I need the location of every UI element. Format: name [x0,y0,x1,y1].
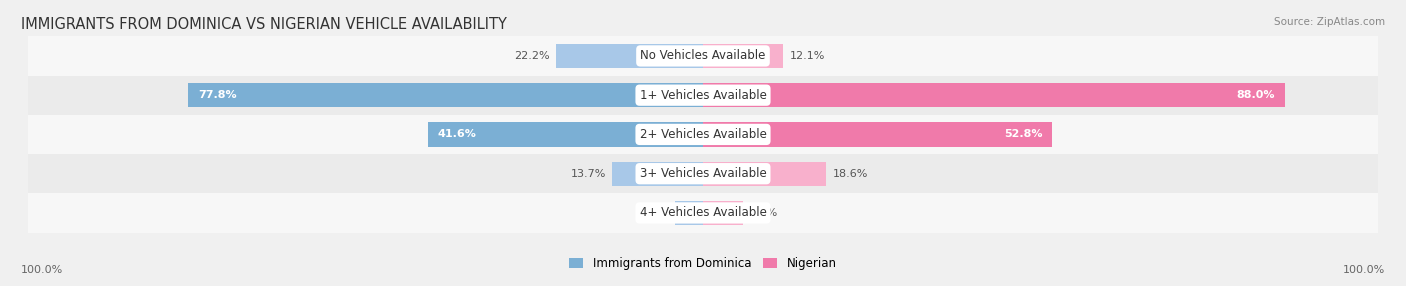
Text: 4+ Vehicles Available: 4+ Vehicles Available [640,206,766,219]
Text: 2+ Vehicles Available: 2+ Vehicles Available [640,128,766,141]
Bar [28,115,1378,154]
Bar [703,44,783,68]
Bar [28,76,1378,115]
Text: 4.2%: 4.2% [640,208,669,218]
Text: 22.2%: 22.2% [513,51,550,61]
Text: 41.6%: 41.6% [437,130,477,139]
Bar [28,193,1378,233]
Bar [28,154,1378,193]
Bar [188,83,703,107]
Bar [703,122,1052,147]
Bar [703,83,1285,107]
Text: 1+ Vehicles Available: 1+ Vehicles Available [640,89,766,102]
Bar [613,162,703,186]
Text: 13.7%: 13.7% [571,169,606,179]
Text: 6.0%: 6.0% [749,208,778,218]
Text: 77.8%: 77.8% [198,90,236,100]
Text: IMMIGRANTS FROM DOMINICA VS NIGERIAN VEHICLE AVAILABILITY: IMMIGRANTS FROM DOMINICA VS NIGERIAN VEH… [21,17,508,32]
Bar [703,162,827,186]
Bar [28,36,1378,76]
Text: 88.0%: 88.0% [1237,90,1275,100]
Text: 3+ Vehicles Available: 3+ Vehicles Available [640,167,766,180]
Text: 12.1%: 12.1% [790,51,825,61]
Text: 52.8%: 52.8% [1004,130,1042,139]
Bar [675,201,703,225]
Legend: Immigrants from Dominica, Nigerian: Immigrants from Dominica, Nigerian [567,255,839,273]
Bar [557,44,703,68]
Text: 100.0%: 100.0% [21,265,63,275]
Text: 18.6%: 18.6% [832,169,868,179]
Bar [427,122,703,147]
Text: 100.0%: 100.0% [1343,265,1385,275]
Text: No Vehicles Available: No Vehicles Available [640,49,766,62]
Bar [703,201,742,225]
Text: Source: ZipAtlas.com: Source: ZipAtlas.com [1274,17,1385,27]
